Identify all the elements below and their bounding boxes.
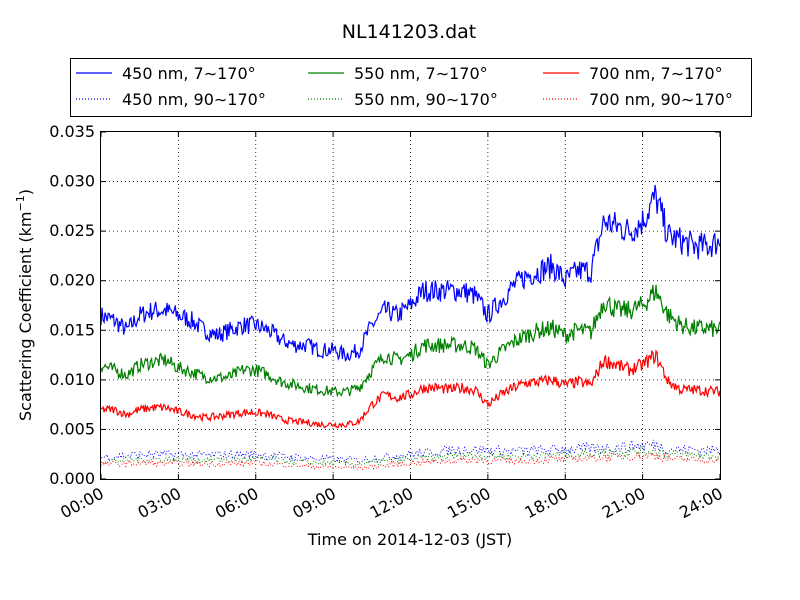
chart-title: NL141203.dat (342, 21, 477, 43)
legend-label-3: 450 nm, 90∼170° (122, 90, 266, 109)
y-axis-ticks: 0.000 0.005 0.010 0.015 0.020 0.025 0.030 0.035 (49, 122, 720, 488)
legend-label-4: 550 nm, 90∼170° (354, 90, 498, 109)
y-axis-label-main: Scattering Coefficient (km (16, 211, 35, 421)
y-tick-label: 0.000 (49, 469, 95, 488)
y-tick-label: 0.015 (49, 320, 95, 339)
series-line-3 (100, 438, 721, 464)
legend-label-0: 450 nm, 7∼170° (122, 64, 256, 83)
x-axis-label: Time on 2014-12-03 (JST) (307, 530, 512, 549)
y-tick-label: 0.005 (49, 419, 95, 438)
series-line-1 (100, 284, 721, 398)
legend-label-2: 700 nm, 7∼170° (589, 64, 723, 83)
series-line-2 (100, 349, 721, 429)
legend-frame (70, 58, 752, 117)
axes (100, 131, 721, 480)
series-line-0 (100, 184, 721, 362)
y-axis-label: Scattering Coefficient (km−1) (14, 189, 35, 421)
legend-label-5: 700 nm, 90∼170° (589, 90, 733, 109)
y-tick-label: 0.025 (49, 221, 95, 240)
series-line-4 (100, 445, 721, 468)
y-tick-label: 0.020 (49, 271, 95, 290)
series-layer (100, 184, 721, 471)
y-axis-label-close: ) (16, 189, 35, 195)
y-axis-label-sup: −1 (14, 195, 27, 211)
legend-label-1: 550 nm, 7∼170° (354, 64, 488, 83)
plot-frame (100, 131, 721, 480)
y-tick-label: 0.010 (49, 370, 95, 389)
y-tick-label: 0.035 (49, 122, 95, 141)
y-tick-label: 0.030 (49, 172, 95, 191)
legend: 450 nm, 7∼170° 550 nm, 7∼170° 700 nm, 7∼17… (70, 58, 752, 117)
